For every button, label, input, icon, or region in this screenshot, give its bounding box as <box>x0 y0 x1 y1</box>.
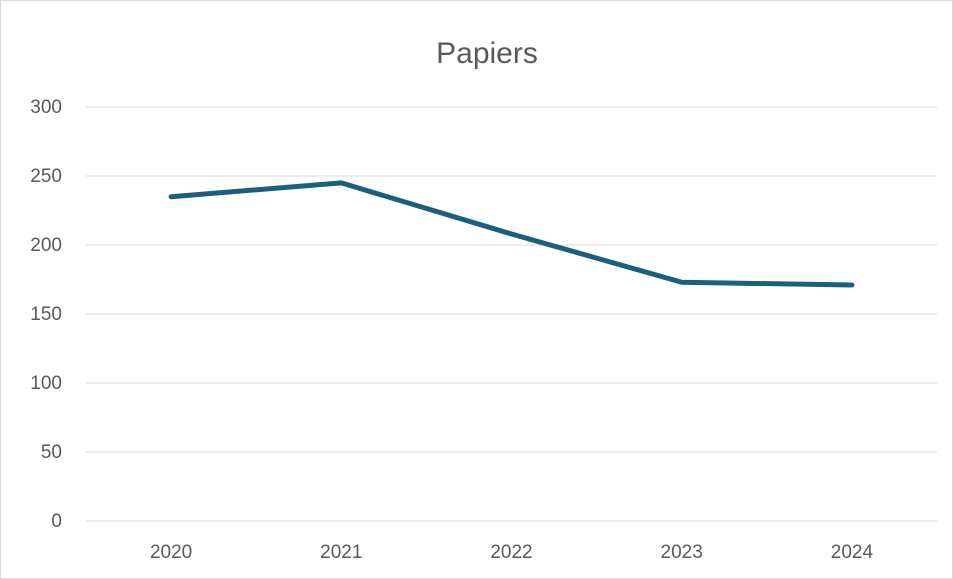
x-tick-label: 2020 <box>150 542 192 563</box>
y-tick-label: 300 <box>30 97 62 118</box>
x-tick-label: 2021 <box>320 542 362 563</box>
series-layer <box>168 180 855 288</box>
y-tick-label: 100 <box>30 373 62 394</box>
y-tick-label: 0 <box>51 511 62 532</box>
y-tick-label: 50 <box>41 442 62 463</box>
x-tick-label: 2024 <box>831 542 874 563</box>
y-tick-label: 200 <box>30 235 62 256</box>
chart-title: Papiers <box>436 37 538 70</box>
x-tick-label: 2023 <box>661 542 703 563</box>
x-tick-label: 2022 <box>490 542 532 563</box>
y-tick-label: 150 <box>30 304 62 325</box>
x-axis-ticks: 2020 2021 2022 2023 2024 <box>150 542 874 563</box>
y-tick-label: 250 <box>30 166 62 187</box>
series-line-0 <box>168 180 855 288</box>
gridlines <box>86 106 937 522</box>
y-axis-ticks: 0 50 100 150 200 250 300 <box>30 97 62 532</box>
